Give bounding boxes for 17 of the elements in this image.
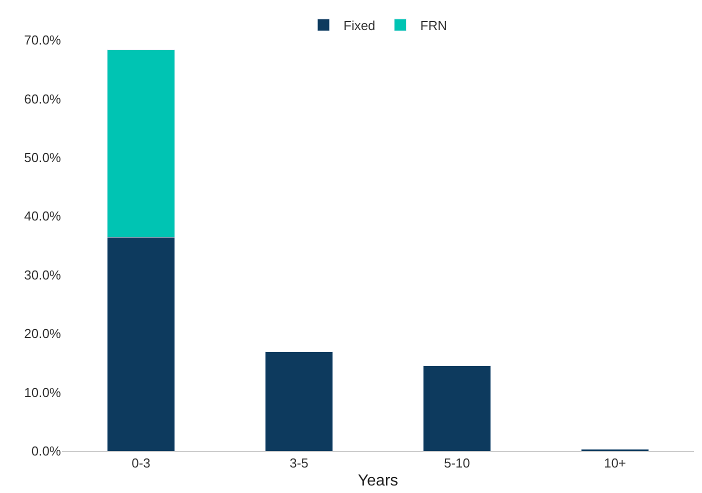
y-tick-label: 50.0% xyxy=(24,150,62,165)
x-tick-label: 10+ xyxy=(604,456,626,471)
x-tick-label: 0-3 xyxy=(132,456,150,471)
x-tick-label: 3-5 xyxy=(290,456,308,471)
bar xyxy=(422,366,492,451)
legend-label: FRN xyxy=(420,18,448,34)
x-axis-title: Years xyxy=(358,472,398,490)
y-tick-label: 60.0% xyxy=(24,91,62,106)
y-tick-label: 30.0% xyxy=(24,267,62,282)
y-tick-label: 10.0% xyxy=(24,384,62,400)
y-tick-label: 40.0% xyxy=(24,208,62,224)
y-tick-label: 0.0% xyxy=(31,444,62,459)
y-tick-label: 20.0% xyxy=(24,326,62,342)
legend-label: Fixed xyxy=(344,18,376,34)
bar xyxy=(264,352,334,451)
x-tick-label: 5-10 xyxy=(444,456,470,471)
y-tick-label: 70.0% xyxy=(24,32,62,48)
